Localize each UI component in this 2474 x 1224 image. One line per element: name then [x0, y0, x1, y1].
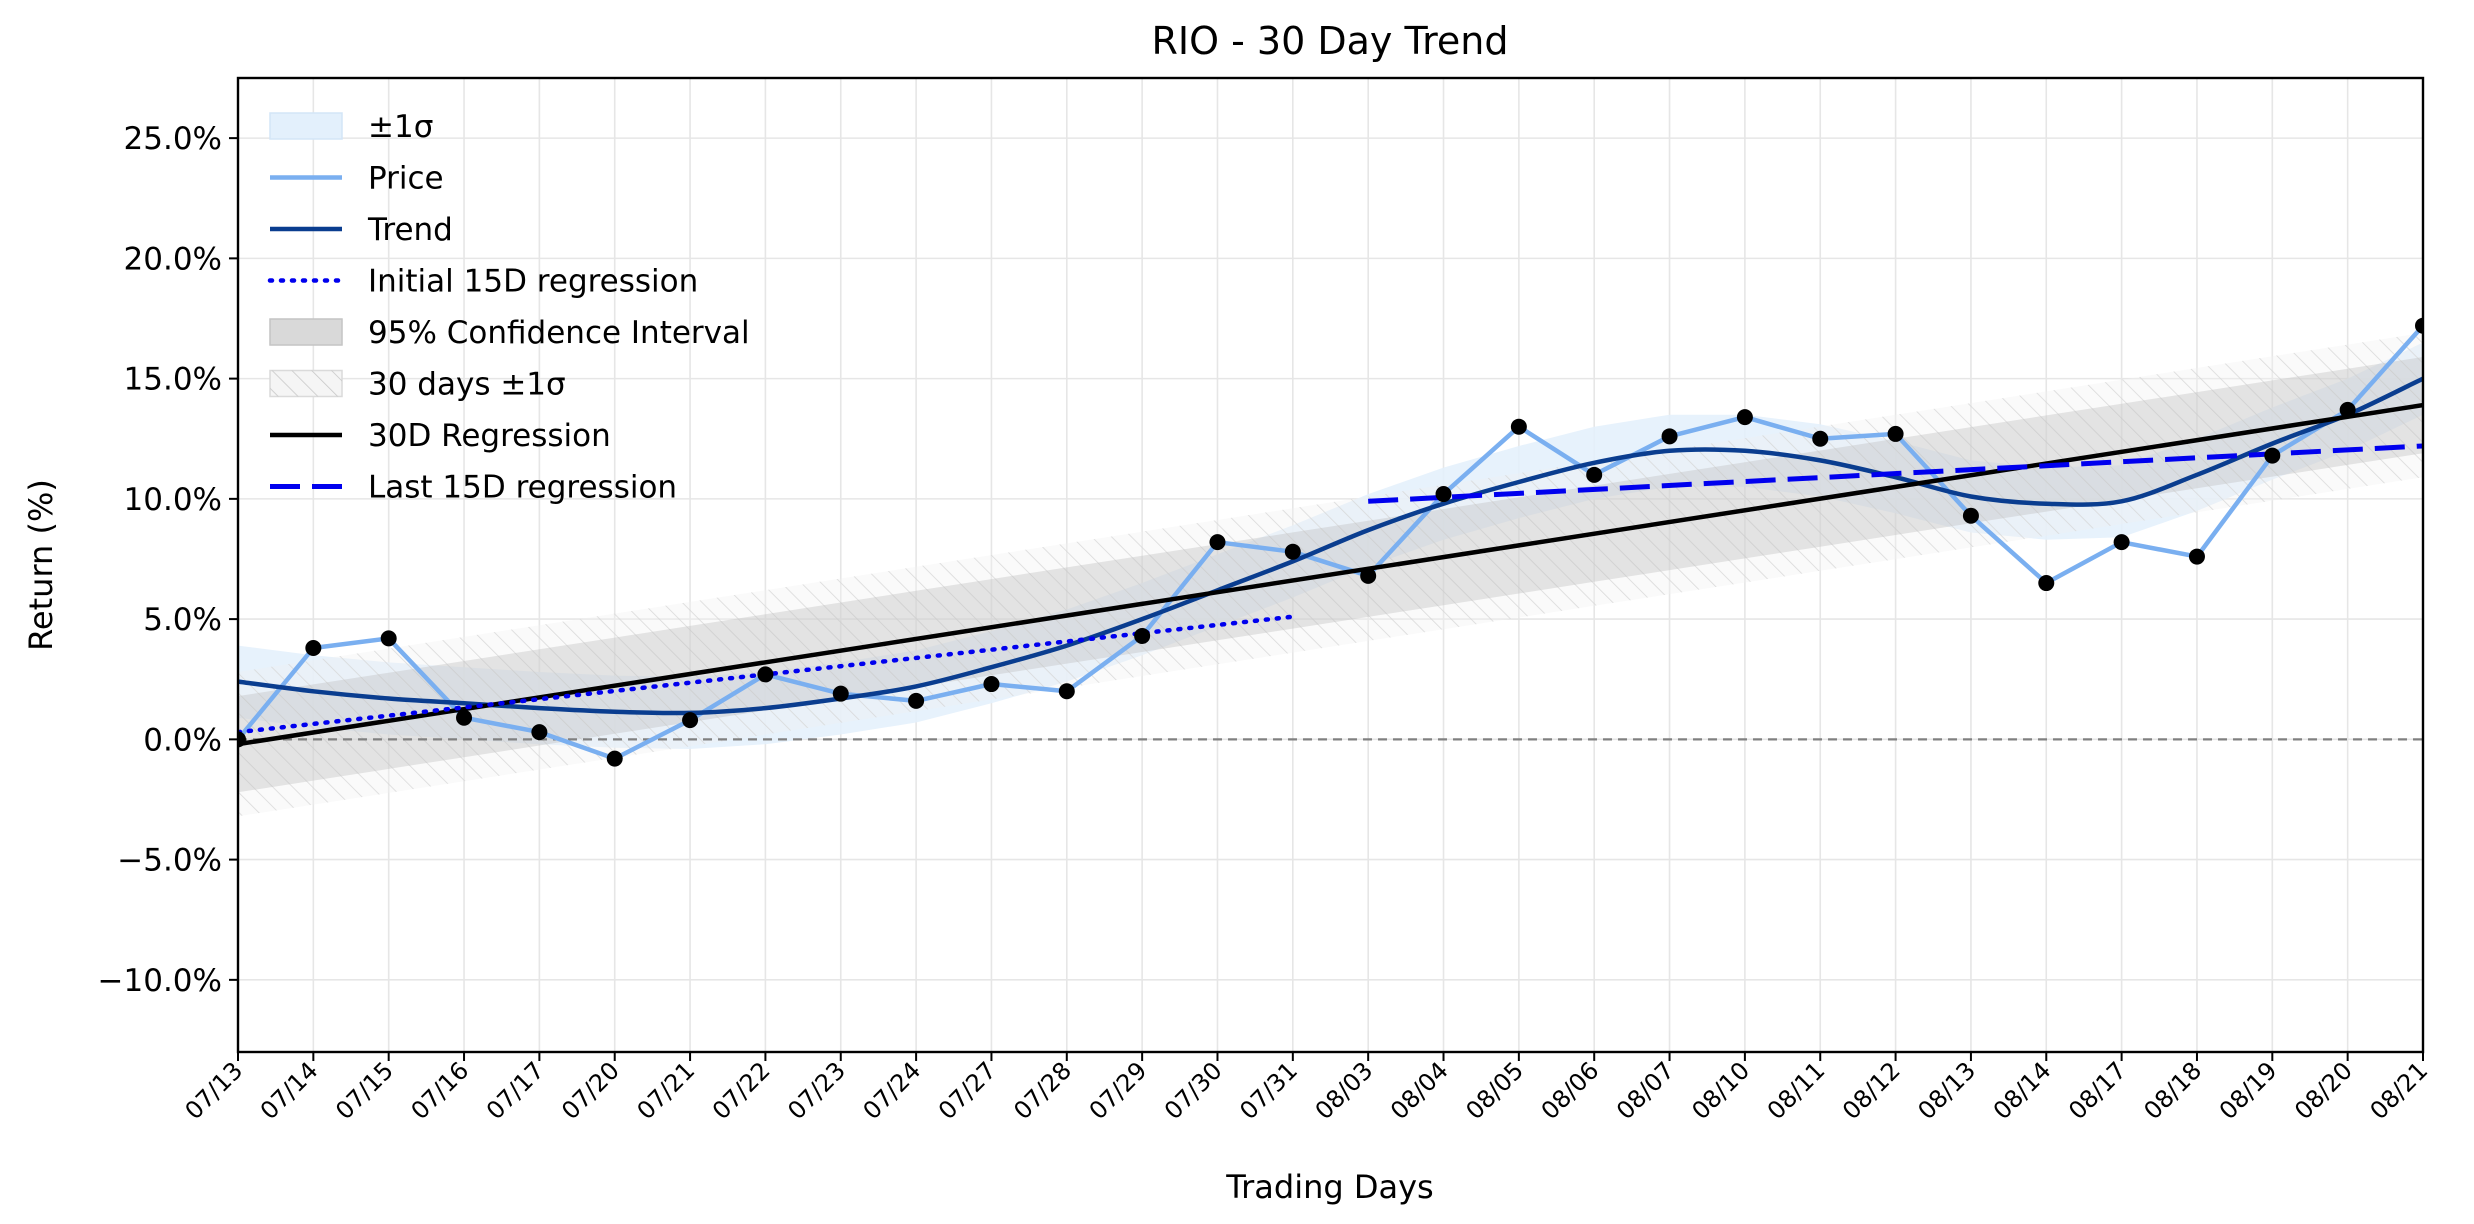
price-line [238, 324, 2423, 761]
price-point [2339, 401, 2356, 418]
legend: ±1σ Price Trend Initial 15D regression 95% C… [267, 109, 750, 506]
price-point [832, 685, 849, 702]
price-points [238, 317, 2423, 767]
price-point [1209, 534, 1226, 551]
x-tick-label: 07/13 [180, 1056, 249, 1125]
x-tick-label: 07/21 [632, 1056, 701, 1125]
x-tick-label: 08/12 [1837, 1056, 1906, 1125]
price-point [1134, 627, 1151, 644]
x-tick-label: 07/14 [255, 1056, 324, 1125]
x-tick-label: 07/31 [1234, 1056, 1303, 1125]
x-tick-label: 08/07 [1611, 1056, 1680, 1125]
plot-frame [236, 76, 2425, 1054]
legend-swatch [269, 112, 343, 140]
x-tick-label: 08/05 [1460, 1056, 1529, 1125]
x-tick-label: 08/03 [1310, 1056, 1379, 1125]
y-tick-label: −5.0% [117, 843, 222, 879]
price-point [531, 724, 548, 741]
legend-label: Trend [367, 212, 453, 248]
legend-label: Last 15D regression [368, 470, 677, 506]
x-tick-label: 07/24 [858, 1056, 927, 1125]
x-tick-label: 08/04 [1385, 1056, 1454, 1125]
price-point [305, 639, 322, 656]
legend-label: Price [368, 161, 444, 197]
y-axis-ticks: −10.0% −5.0% 0.0% 5.0% 10.0% 15.0% 20.0% 25.0% [98, 121, 238, 999]
price-point [1887, 425, 1904, 442]
price-point [1435, 486, 1452, 503]
x-tick-label: 08/14 [1988, 1056, 2057, 1125]
x-tick-label: 08/17 [2063, 1056, 2132, 1125]
price-point [983, 676, 1000, 693]
x-tick-label: 07/29 [1084, 1056, 1153, 1125]
trend-line [238, 376, 2423, 716]
x-tick-label: 07/30 [1159, 1056, 1228, 1125]
y-tick-label: 25.0% [124, 121, 222, 157]
y-axis-label: Return (%) [22, 479, 60, 651]
x-tick-label: 07/28 [1008, 1056, 1077, 1125]
legend-label: 95% Confidence Interval [368, 315, 750, 351]
x-tick-label: 07/22 [707, 1056, 776, 1125]
legend-swatch-hatch [270, 370, 342, 397]
legend-label: ±1σ [368, 109, 433, 145]
y-tick-label: 20.0% [124, 241, 222, 277]
price-point [238, 731, 246, 748]
x-tick-label: 08/18 [2138, 1056, 2207, 1125]
price-point [1736, 409, 1753, 426]
legend-label: Initial 15D regression [368, 264, 698, 300]
x-tick-label: 07/17 [481, 1056, 550, 1125]
price-point [908, 692, 925, 709]
price-point [1661, 428, 1678, 445]
x-tick-label: 08/21 [2365, 1056, 2434, 1125]
price-point [682, 712, 699, 729]
price-point [1284, 543, 1301, 560]
x-tick-label: 07/20 [556, 1056, 625, 1125]
price-point [1586, 466, 1603, 483]
regression-30d-line [238, 402, 2423, 747]
y-tick-label: 10.0% [124, 482, 222, 518]
price-point [1360, 567, 1377, 584]
price-point [1962, 507, 1979, 524]
price-point [757, 666, 774, 683]
price-point [2264, 447, 2281, 464]
price-point [2188, 548, 2205, 565]
last-15d-regression-line [1368, 443, 2423, 504]
x-tick-label: 07/27 [933, 1056, 1002, 1125]
x-tick-label: 08/11 [1762, 1056, 1831, 1125]
price-point [456, 709, 473, 726]
price-point [380, 630, 397, 647]
x-tick-label: 08/20 [2289, 1056, 2358, 1125]
y-tick-label: 15.0% [124, 362, 222, 398]
price-point [606, 750, 623, 767]
x-tick-label: 08/06 [1536, 1056, 1605, 1125]
legend-label: 30 days ±1σ [368, 367, 566, 403]
legend-label: 30D Regression [368, 418, 611, 454]
price-point [1058, 683, 1075, 700]
price-point [2113, 534, 2130, 551]
chart-title: RIO - 30 Day Trend [1152, 19, 1509, 63]
y-tick-label: −10.0% [98, 963, 222, 999]
x-tick-label: 07/15 [330, 1056, 399, 1125]
x-tick-label: 07/16 [406, 1056, 475, 1125]
x-axis-label: Trading Days [1225, 1168, 1433, 1206]
x-tick-label: 08/13 [1912, 1056, 1981, 1125]
x-tick-label: 08/19 [2214, 1056, 2283, 1125]
price-point [1510, 418, 1527, 435]
y-tick-label: 5.0% [143, 602, 222, 638]
legend-swatch [269, 318, 343, 346]
x-tick-label: 08/10 [1686, 1056, 1755, 1125]
x-axis-ticks: 07/13 07/14 07/15 07/16 07/17 07/20 07/21 07/22… [180, 1052, 2434, 1125]
price-point [1812, 430, 1829, 447]
y-tick-label: 0.0% [143, 722, 222, 758]
x-tick-label: 07/23 [782, 1056, 851, 1125]
price-point [2038, 575, 2055, 592]
price-point [2415, 317, 2423, 334]
